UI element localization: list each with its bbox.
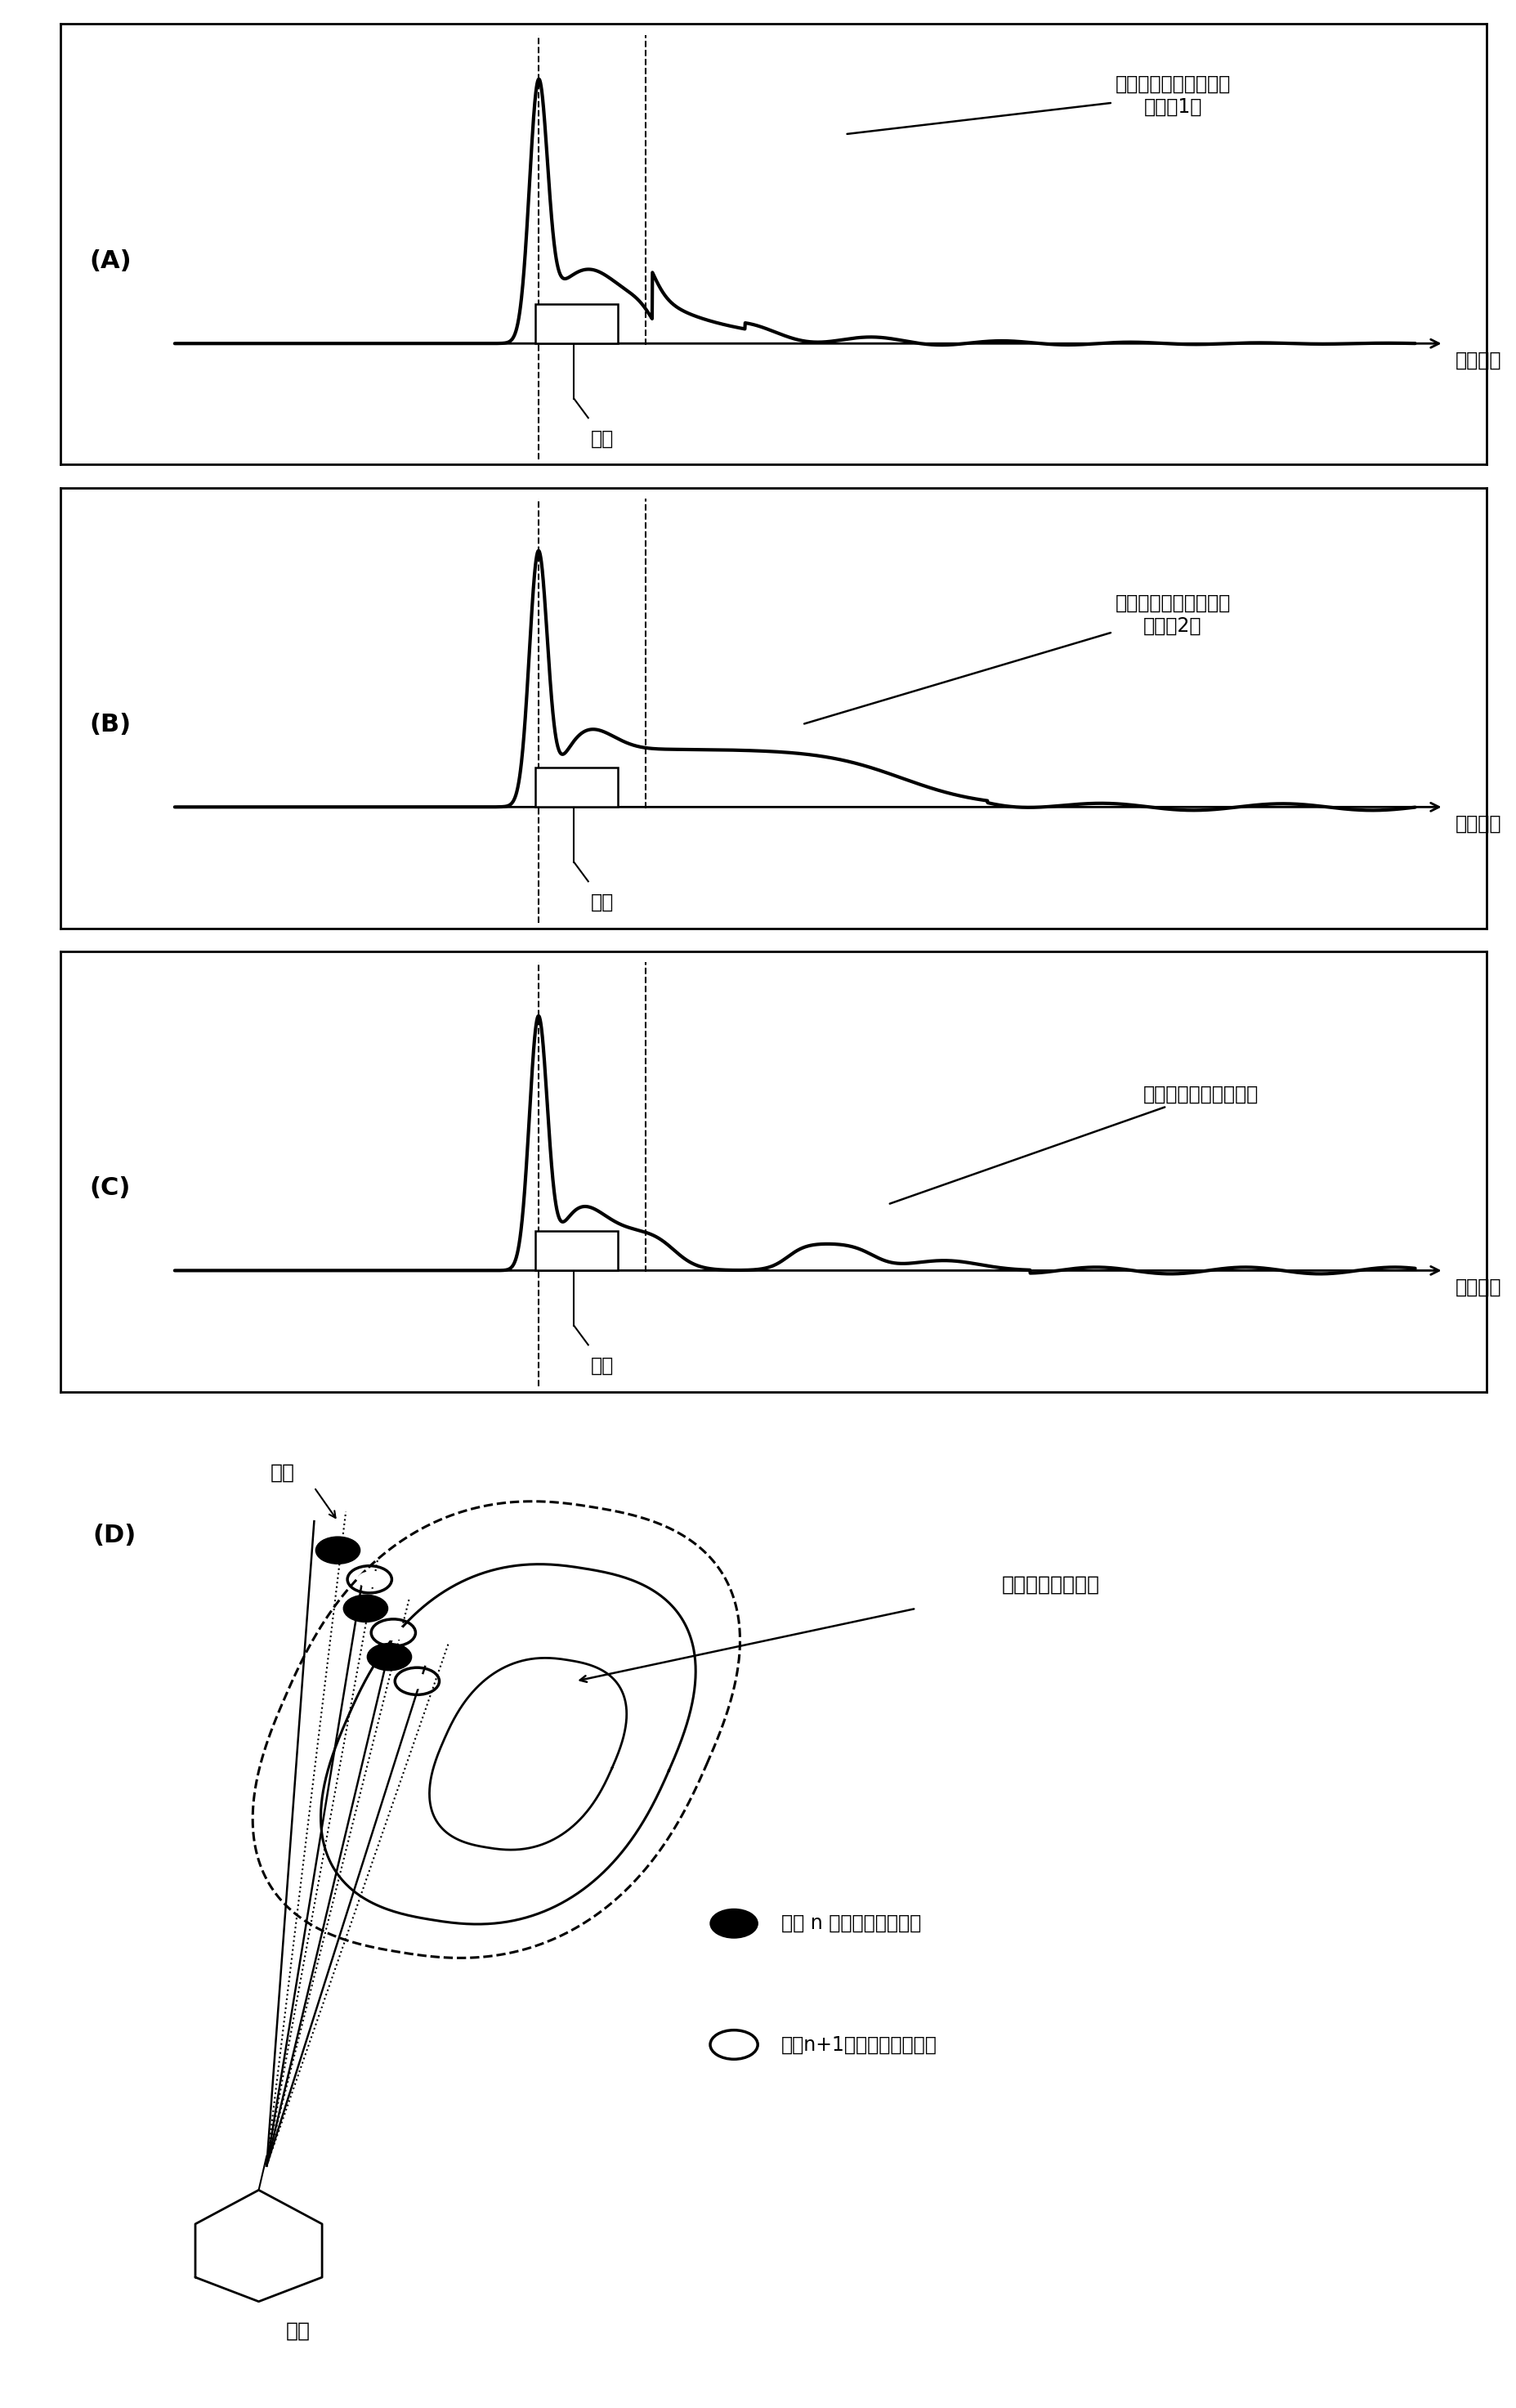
- Text: (D): (D): [92, 1524, 136, 1548]
- Text: 物标: 物标: [591, 429, 614, 448]
- Text: 距离方向: 距离方向: [1454, 349, 1501, 371]
- Bar: [535, 303, 619, 344]
- Text: (B): (B): [89, 713, 130, 737]
- Circle shape: [722, 2037, 746, 2052]
- Text: 相关处理后的接收回波: 相关处理后的接收回波: [890, 1084, 1258, 1204]
- Text: (A): (A): [89, 248, 132, 272]
- Circle shape: [709, 1910, 758, 1938]
- Text: 物标: 物标: [591, 893, 614, 913]
- Circle shape: [367, 1642, 411, 1671]
- Circle shape: [382, 1625, 405, 1640]
- Bar: [535, 768, 619, 807]
- Text: 距离方向: 距离方向: [1454, 814, 1501, 833]
- Circle shape: [315, 1536, 359, 1563]
- Text: ：在n+1次扫描强调的边缘: ：在n+1次扫描强调的边缘: [781, 2035, 937, 2054]
- Text: 被显示的回波图像: 被显示的回波图像: [1001, 1575, 1099, 1594]
- Text: 自船: 自船: [287, 2321, 311, 2341]
- Text: 物标: 物标: [591, 1356, 614, 1375]
- Text: 物标: 物标: [270, 1464, 294, 1483]
- Text: 距离方向: 距离方向: [1454, 1276, 1501, 1298]
- Circle shape: [358, 1572, 382, 1587]
- Text: (C): (C): [89, 1175, 130, 1199]
- Circle shape: [405, 1674, 429, 1688]
- Text: 边缘强调后的接收回波
（条件1）: 边缘强调后的接收回波 （条件1）: [846, 75, 1229, 135]
- Text: ：在 n 次扫描强调的边缘: ：在 n 次扫描强调的边缘: [781, 1914, 920, 1934]
- Text: 边缘强调后的接收回波
（条件2）: 边缘强调后的接收回波 （条件2）: [803, 592, 1229, 725]
- Bar: [535, 1230, 619, 1271]
- Circle shape: [343, 1594, 388, 1623]
